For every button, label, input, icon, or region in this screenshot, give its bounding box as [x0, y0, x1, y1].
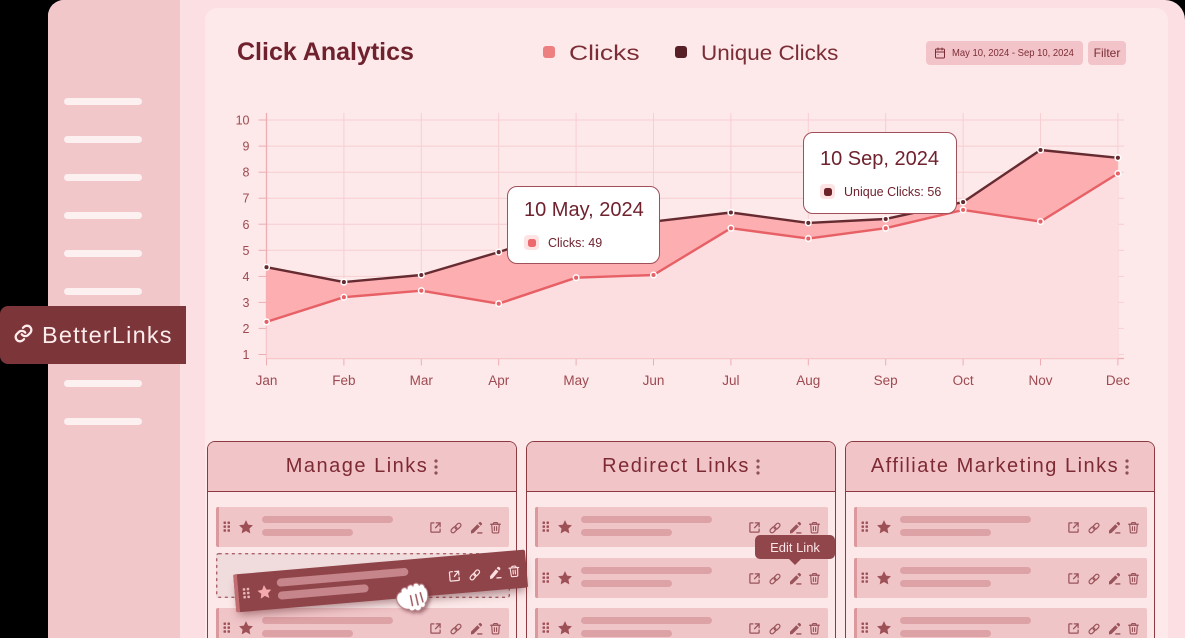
svg-text:2: 2 [243, 322, 250, 336]
svg-text:Aug: Aug [796, 373, 820, 388]
svg-text:Apr: Apr [488, 373, 510, 388]
svg-text:Nov: Nov [1028, 373, 1052, 388]
svg-text:8: 8 [243, 166, 250, 180]
svg-text:3: 3 [243, 296, 250, 310]
svg-text:Jan: Jan [256, 373, 278, 388]
svg-text:Mar: Mar [410, 373, 434, 388]
svg-text:7: 7 [243, 192, 250, 206]
svg-text:Sep: Sep [874, 373, 898, 388]
svg-text:1: 1 [243, 348, 250, 362]
svg-text:Jun: Jun [643, 373, 665, 388]
svg-text:10: 10 [236, 114, 250, 128]
svg-text:9: 9 [243, 140, 250, 154]
svg-text:Jul: Jul [722, 373, 739, 388]
svg-text:May: May [563, 373, 589, 388]
svg-text:Oct: Oct [953, 373, 974, 388]
svg-text:Dec: Dec [1106, 373, 1130, 388]
svg-text:5: 5 [243, 244, 250, 258]
svg-text:4: 4 [243, 270, 250, 284]
svg-text:6: 6 [243, 218, 250, 232]
svg-text:Feb: Feb [332, 373, 355, 388]
